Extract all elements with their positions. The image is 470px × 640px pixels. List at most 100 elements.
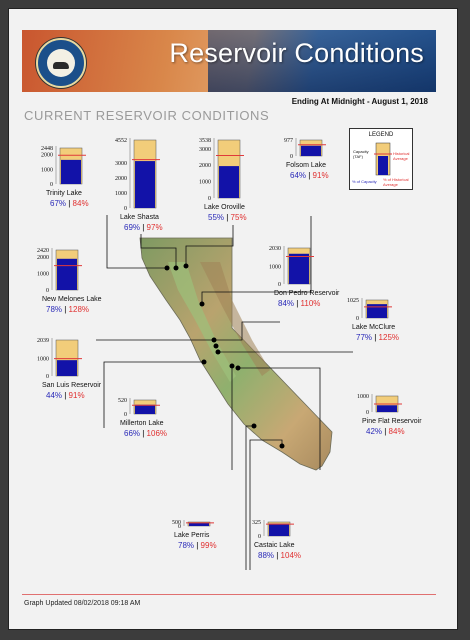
pct-capacity: 78% [178, 541, 195, 550]
tick-label: 0 [208, 196, 211, 202]
pct-capacity: 44% [46, 391, 63, 400]
pct-historical: 84% [72, 199, 89, 208]
legend-box: LEGEND Capacity (TAF) Historical Average… [349, 128, 413, 190]
pct-historical: 128% [68, 305, 90, 314]
marker-castaic [279, 443, 285, 449]
pct-historical: 125% [378, 333, 400, 342]
reservoir-donpedro: 2030 1000 0 Don Pedro Reservoir 84% | 110% [266, 238, 346, 338]
tick-label: 0 [356, 316, 359, 322]
tick-label: 1025 [347, 298, 359, 304]
tick-label: 1000 [357, 394, 369, 400]
dwr-seal-logo [36, 38, 86, 88]
marker-trinity [164, 265, 170, 271]
reservoir-newmelones: 2420 2000 1000 0 New Melones Lake 78% | 128% [34, 240, 114, 340]
reservoir-name: Pine Flat Reservoir [362, 418, 422, 425]
storage-bar [57, 360, 77, 376]
pct-historical: 104% [280, 551, 302, 560]
reservoir-name: Castaic Lake [254, 542, 295, 549]
legend-pct-historical-label: % of Historical Average [383, 177, 409, 187]
tick-label: 4552 [115, 138, 127, 144]
tick-label: 2000 [37, 255, 49, 261]
reservoir-markers [164, 263, 285, 449]
sierra-nevada [200, 262, 270, 376]
pct-historical: 99% [200, 541, 217, 550]
tick-label: 0 [366, 410, 369, 416]
tick-label: 1000 [41, 167, 53, 173]
pct-capacity: 64% [290, 171, 307, 180]
pct-historical: 75% [230, 213, 247, 222]
connector-donpedro [216, 321, 280, 341]
reservoir-percentages: 69% | 97% [124, 223, 163, 232]
marker-newmelones [211, 337, 217, 343]
pct-historical: 110% [300, 299, 321, 308]
marker-donpedro [213, 343, 219, 349]
pct-separator: | [274, 551, 281, 560]
reservoir-percentages: 88% | 104% [258, 551, 301, 560]
pct-historical: 97% [146, 223, 163, 232]
reservoir-percentages: 77% | 125% [356, 333, 399, 342]
tick-label: 2000 [41, 153, 53, 159]
tick-label: 2420 [37, 248, 49, 254]
ocean-photo [208, 30, 436, 92]
pct-capacity: 84% [278, 299, 295, 308]
storage-bar [57, 258, 77, 290]
connector-folsom [201, 216, 312, 304]
reservoir-name: Folsom Lake [286, 162, 327, 169]
marker-folsom [199, 301, 205, 307]
storage-bar [289, 253, 309, 284]
reservoir-name: Lake Shasta [120, 214, 159, 221]
pct-historical: 84% [388, 427, 405, 436]
tick-label: 0 [278, 282, 281, 288]
reservoir-chart: 325 0 [252, 520, 294, 540]
reservoir-chart: 1025 0 [347, 298, 392, 322]
marker-shasta [173, 265, 179, 271]
storage-bar [219, 166, 239, 198]
bear-icon [53, 62, 69, 69]
reservoir-name: Lake McClure [352, 324, 396, 331]
connector-lines [96, 215, 353, 570]
connector-castaic [249, 439, 283, 570]
pct-separator: | [140, 429, 147, 438]
reservoir-name: Don Pedro Reservoir [274, 290, 340, 297]
reservoir-pineflat: 1000 0 Pine Flat Reservoir 42% | 84% [354, 386, 434, 486]
connector-pineflat [238, 367, 321, 470]
tick-label: 0 [258, 534, 261, 540]
tick-label: 520 [118, 398, 127, 404]
reservoir-trinity: 2448 2000 1000 0 Trinity Lake 67% | 84% [38, 138, 118, 238]
tick-label: 0 [46, 374, 49, 380]
pct-historical: 91% [312, 171, 329, 180]
tick-label: 2448 [41, 146, 53, 152]
reservoir-percentages: 42% | 84% [366, 427, 405, 436]
storage-bar [367, 304, 387, 318]
connector-trinity [106, 215, 167, 269]
report-date: Ending At Midnight - August 1, 2018 [291, 97, 428, 106]
tick-label: 1000 [37, 356, 49, 362]
seal-center [47, 49, 75, 77]
tick-label: 1000 [37, 271, 49, 277]
legend-swatch [374, 142, 392, 176]
legend-historical-label: Historical Average [393, 151, 410, 161]
pct-capacity: 67% [50, 199, 67, 208]
page-title: Reservoir Conditions [169, 38, 424, 68]
connector-shasta [140, 234, 177, 268]
reservoir-percentages: 67% | 84% [50, 199, 89, 208]
storage-bar [269, 523, 289, 536]
legend-capacity-label: Capacity (TAF) [353, 149, 369, 159]
storage-bar [135, 161, 155, 208]
tick-label: 0 [46, 288, 49, 294]
tick-label: 0 [178, 524, 181, 530]
pct-capacity: 42% [366, 427, 383, 436]
reservoir-perris: 500 0 Lake Perris 78% | 99% [166, 512, 246, 612]
legend-title: LEGEND [368, 132, 394, 138]
tick-label: 3538 [199, 138, 211, 144]
connector-perris [245, 425, 254, 570]
storage-bar [189, 522, 209, 526]
reservoir-percentages: 78% | 128% [46, 305, 89, 314]
tick-label: 325 [252, 520, 261, 526]
reservoir-chart: 2039 1000 0 [37, 338, 82, 380]
pct-historical: 106% [146, 429, 168, 438]
reservoir-percentages: 44% | 91% [46, 391, 85, 400]
legend-pct-capacity-label: % of Capacity [352, 179, 377, 184]
